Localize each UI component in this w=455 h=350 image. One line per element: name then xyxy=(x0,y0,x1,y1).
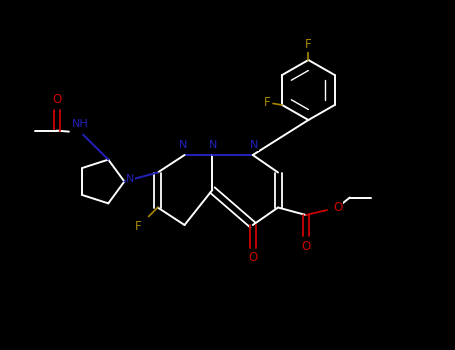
Text: N: N xyxy=(209,140,217,150)
Text: F: F xyxy=(263,96,270,109)
Text: N: N xyxy=(126,175,135,184)
Text: O: O xyxy=(248,251,258,264)
Text: O: O xyxy=(334,202,343,215)
Text: F: F xyxy=(305,38,312,51)
Text: F: F xyxy=(135,220,142,233)
Text: O: O xyxy=(52,93,61,106)
Text: NH: NH xyxy=(72,119,89,129)
Text: O: O xyxy=(301,239,310,252)
Text: N: N xyxy=(250,140,258,150)
Text: N: N xyxy=(179,140,188,150)
